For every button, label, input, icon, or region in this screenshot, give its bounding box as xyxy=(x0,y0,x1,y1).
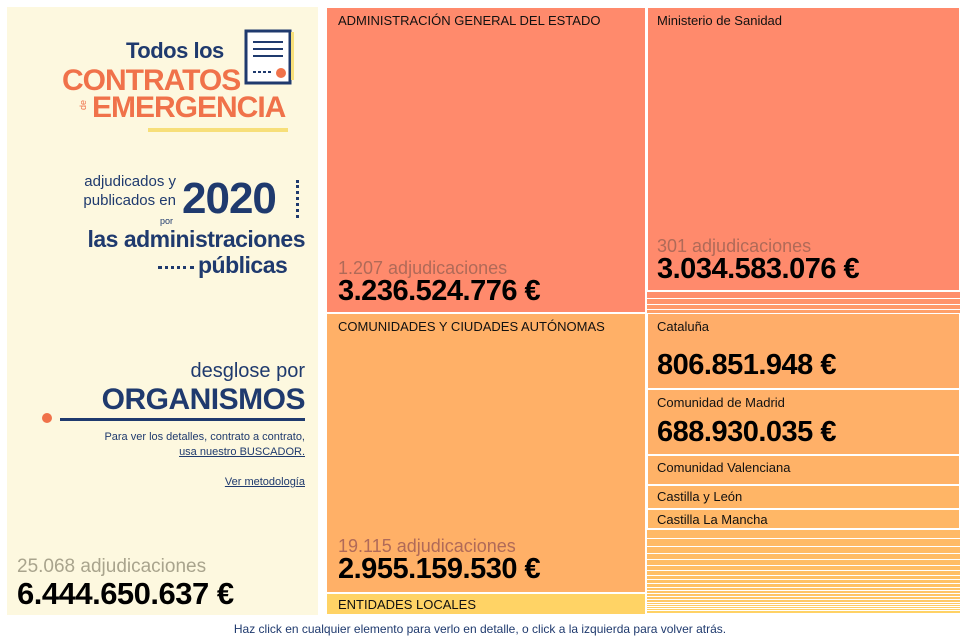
administraciones-text: las administraciones xyxy=(87,226,305,252)
cell-label: Castilla y León xyxy=(657,489,743,504)
dotted-leader xyxy=(158,266,194,269)
treemap-sliver[interactable] xyxy=(647,608,960,610)
cell-label: ADMINISTRACIÓN GENERAL DEL ESTADO xyxy=(338,13,601,28)
treemap-sliver[interactable] xyxy=(647,596,960,599)
cell-amount: 3.034.583.076 € xyxy=(657,253,860,285)
desglose-label: desglose por xyxy=(190,360,305,382)
treemap-sliver[interactable] xyxy=(647,538,960,546)
treemap-sliver[interactable] xyxy=(647,606,960,608)
cell-amount: 688.930.035 € xyxy=(657,416,836,448)
treemap-cell-madrid[interactable]: Comunidad de Madrid 688.930.035 € xyxy=(647,389,960,455)
cell-label: Castilla La Mancha xyxy=(657,512,768,527)
treemap-sliver[interactable] xyxy=(647,604,960,606)
title-underline xyxy=(148,128,288,132)
treemap-cell-locales[interactable]: ENTIDADES LOCALES xyxy=(326,593,646,615)
total-count: 25.068 adjudicaciones xyxy=(17,556,207,577)
treemap-sliver[interactable] xyxy=(647,575,960,579)
contract-document-icon xyxy=(244,29,294,85)
treemap-sliver[interactable] xyxy=(647,593,960,596)
cell-label: Ministerio de Sanidad xyxy=(657,13,783,28)
dotted-divider xyxy=(296,180,299,218)
treemap-cell-castilla-la-mancha[interactable]: Castilla La Mancha xyxy=(647,509,960,529)
cell-count: 1.207 adjudicaciones xyxy=(338,258,508,278)
cell-count: 19.115 adjudicaciones xyxy=(338,536,516,556)
cell-label: ENTIDADES LOCALES xyxy=(338,597,476,612)
treemap-sliver[interactable] xyxy=(647,602,960,604)
cell-amount: 3.236.524.776 € xyxy=(338,275,541,307)
treemap-sliver[interactable] xyxy=(647,590,960,593)
year-label: 2020 xyxy=(182,174,277,223)
treemap-sliver[interactable] xyxy=(647,309,960,313)
publicas-text: públicas xyxy=(198,252,288,278)
treemap-sliver[interactable] xyxy=(647,304,960,309)
treemap-sliver[interactable] xyxy=(647,599,960,602)
cell-label: COMUNIDADES Y CIUDADES AUTÓNOMAS xyxy=(338,319,605,334)
methodology-link[interactable]: Ver metodología xyxy=(224,476,305,488)
title-emergencia: EMERGENCIA xyxy=(92,91,286,124)
treemap-sliver[interactable] xyxy=(647,610,960,613)
treemap-sliver[interactable] xyxy=(647,546,960,553)
help-text: Para ver los detalles, contrato a contra… xyxy=(30,430,305,460)
cell-label: Comunidad Valenciana xyxy=(657,460,791,475)
adjudicados-text: adjudicados y publicados en xyxy=(83,173,176,209)
cell-amount: 806.851.948 € xyxy=(657,349,836,381)
buscador-link[interactable]: usa nuestro BUSCADOR. xyxy=(179,446,305,458)
treemap-sliver[interactable] xyxy=(647,579,960,583)
treemap-sliver[interactable] xyxy=(647,565,960,570)
cell-count: 301 adjudicaciones xyxy=(657,236,812,256)
footer-hint: Haz click en cualquier elemento para ver… xyxy=(233,622,727,636)
treemap-sliver[interactable] xyxy=(647,553,960,559)
treemap-sliver[interactable] xyxy=(647,298,960,304)
treemap-cell-ccaa[interactable]: COMUNIDADES Y CIUDADES AUTÓNOMAS 19.115 … xyxy=(326,313,646,593)
treemap-sliver[interactable] xyxy=(647,529,960,538)
organismos-underline xyxy=(60,418,305,421)
treemap-cell-age[interactable]: ADMINISTRACIÓN GENERAL DEL ESTADO 1.207 … xyxy=(326,7,646,313)
treemap-cell-cataluna[interactable]: Cataluña 806.851.948 € xyxy=(647,313,960,389)
cell-amount: 2.955.159.530 € xyxy=(338,553,541,585)
help-line: Para ver los detalles, contrato a contra… xyxy=(104,431,305,443)
title-contratos: CONTRATOS xyxy=(62,64,241,97)
orange-dot-marker xyxy=(42,413,52,423)
por-label: por xyxy=(160,216,174,226)
treemap-sliver[interactable] xyxy=(647,570,960,575)
organismos-heading: ORGANISMOS xyxy=(101,383,306,416)
treemap-sliver[interactable] xyxy=(647,559,960,565)
treemap-sliver[interactable] xyxy=(647,583,960,587)
title-todos-los: Todos los xyxy=(126,38,224,63)
treemap-sliver[interactable] xyxy=(647,587,960,590)
cell-label: Comunidad de Madrid xyxy=(657,395,785,410)
total-amount: 6.444.650.637 € xyxy=(17,576,234,611)
treemap-cell-sanidad[interactable]: Ministerio de Sanidad 301 adjudicaciones… xyxy=(647,7,960,291)
treemap-cell-castilla-leon[interactable]: Castilla y León xyxy=(647,485,960,509)
treemap-sliver[interactable] xyxy=(647,291,960,298)
cell-label: Cataluña xyxy=(657,319,710,334)
title-de: de xyxy=(78,99,88,110)
treemap-cell-valenciana[interactable]: Comunidad Valenciana xyxy=(647,455,960,485)
summary-panel[interactable] xyxy=(7,7,318,615)
